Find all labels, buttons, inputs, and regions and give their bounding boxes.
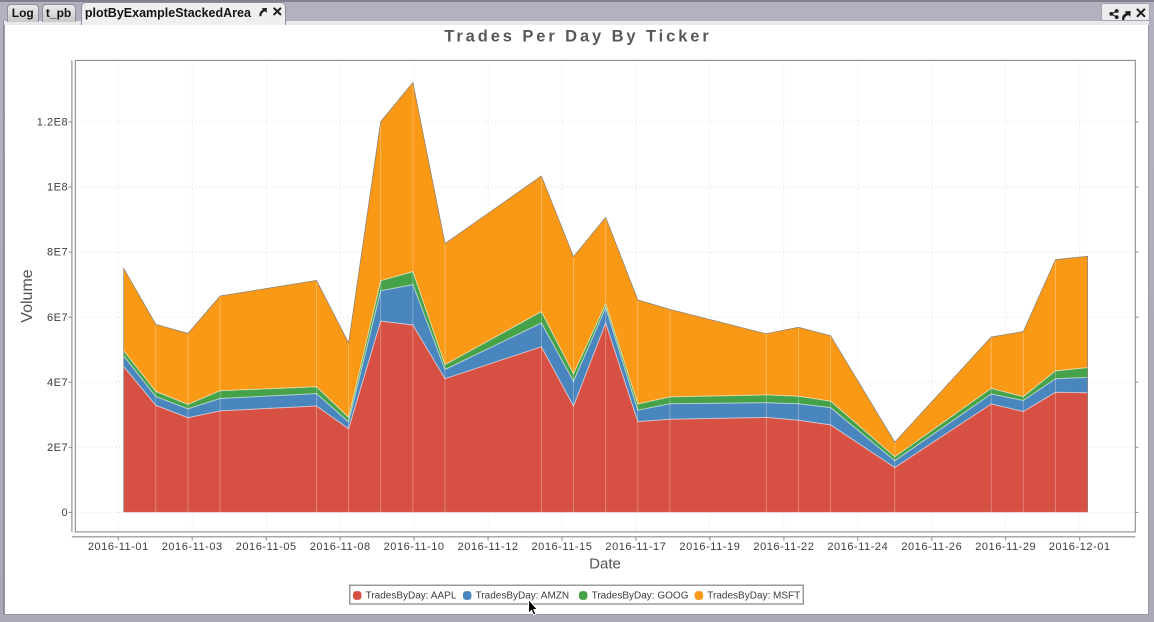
svg-text:2016-11-12: 2016-11-12	[458, 541, 519, 553]
svg-text:2016-11-05: 2016-11-05	[236, 541, 297, 553]
svg-text:8E7: 8E7	[47, 247, 68, 259]
svg-text:1E8: 1E8	[47, 182, 68, 194]
svg-text:2016-11-15: 2016-11-15	[532, 541, 593, 553]
svg-text:2016-11-24: 2016-11-24	[827, 541, 888, 553]
svg-text:2016-11-17: 2016-11-17	[605, 541, 666, 553]
svg-text:6E7: 6E7	[47, 312, 68, 324]
svg-text:2016-11-08: 2016-11-08	[310, 541, 371, 553]
svg-text:2E7: 2E7	[47, 442, 68, 454]
svg-text:TradesByDay: AMZN: TradesByDay: AMZN	[476, 591, 570, 602]
svg-text:4E7: 4E7	[47, 377, 68, 389]
svg-text:TradesByDay: GOOG: TradesByDay: GOOG	[592, 591, 689, 602]
svg-text:Date: Date	[589, 556, 621, 573]
svg-text:Volume: Volume	[19, 269, 36, 322]
svg-text:TradesByDay: MSFT: TradesByDay: MSFT	[707, 591, 800, 602]
svg-text:2016-11-29: 2016-11-29	[975, 541, 1036, 553]
svg-text:0: 0	[62, 507, 69, 519]
svg-text:2016-11-22: 2016-11-22	[753, 541, 814, 553]
svg-text:TradesByDay: AAPL: TradesByDay: AAPL	[366, 591, 457, 602]
svg-text:2016-11-03: 2016-11-03	[162, 541, 223, 553]
svg-text:2016-11-19: 2016-11-19	[679, 541, 740, 553]
svg-text:1.2E8: 1.2E8	[37, 117, 69, 129]
svg-text:2016-11-10: 2016-11-10	[384, 541, 445, 553]
svg-text:2016-11-01: 2016-11-01	[88, 541, 149, 553]
svg-text:2016-12-01: 2016-12-01	[1049, 541, 1111, 553]
svg-text:Trades Per Day By Ticker: Trades Per Day By Ticker	[444, 28, 711, 46]
svg-text:2016-11-26: 2016-11-26	[901, 541, 962, 553]
